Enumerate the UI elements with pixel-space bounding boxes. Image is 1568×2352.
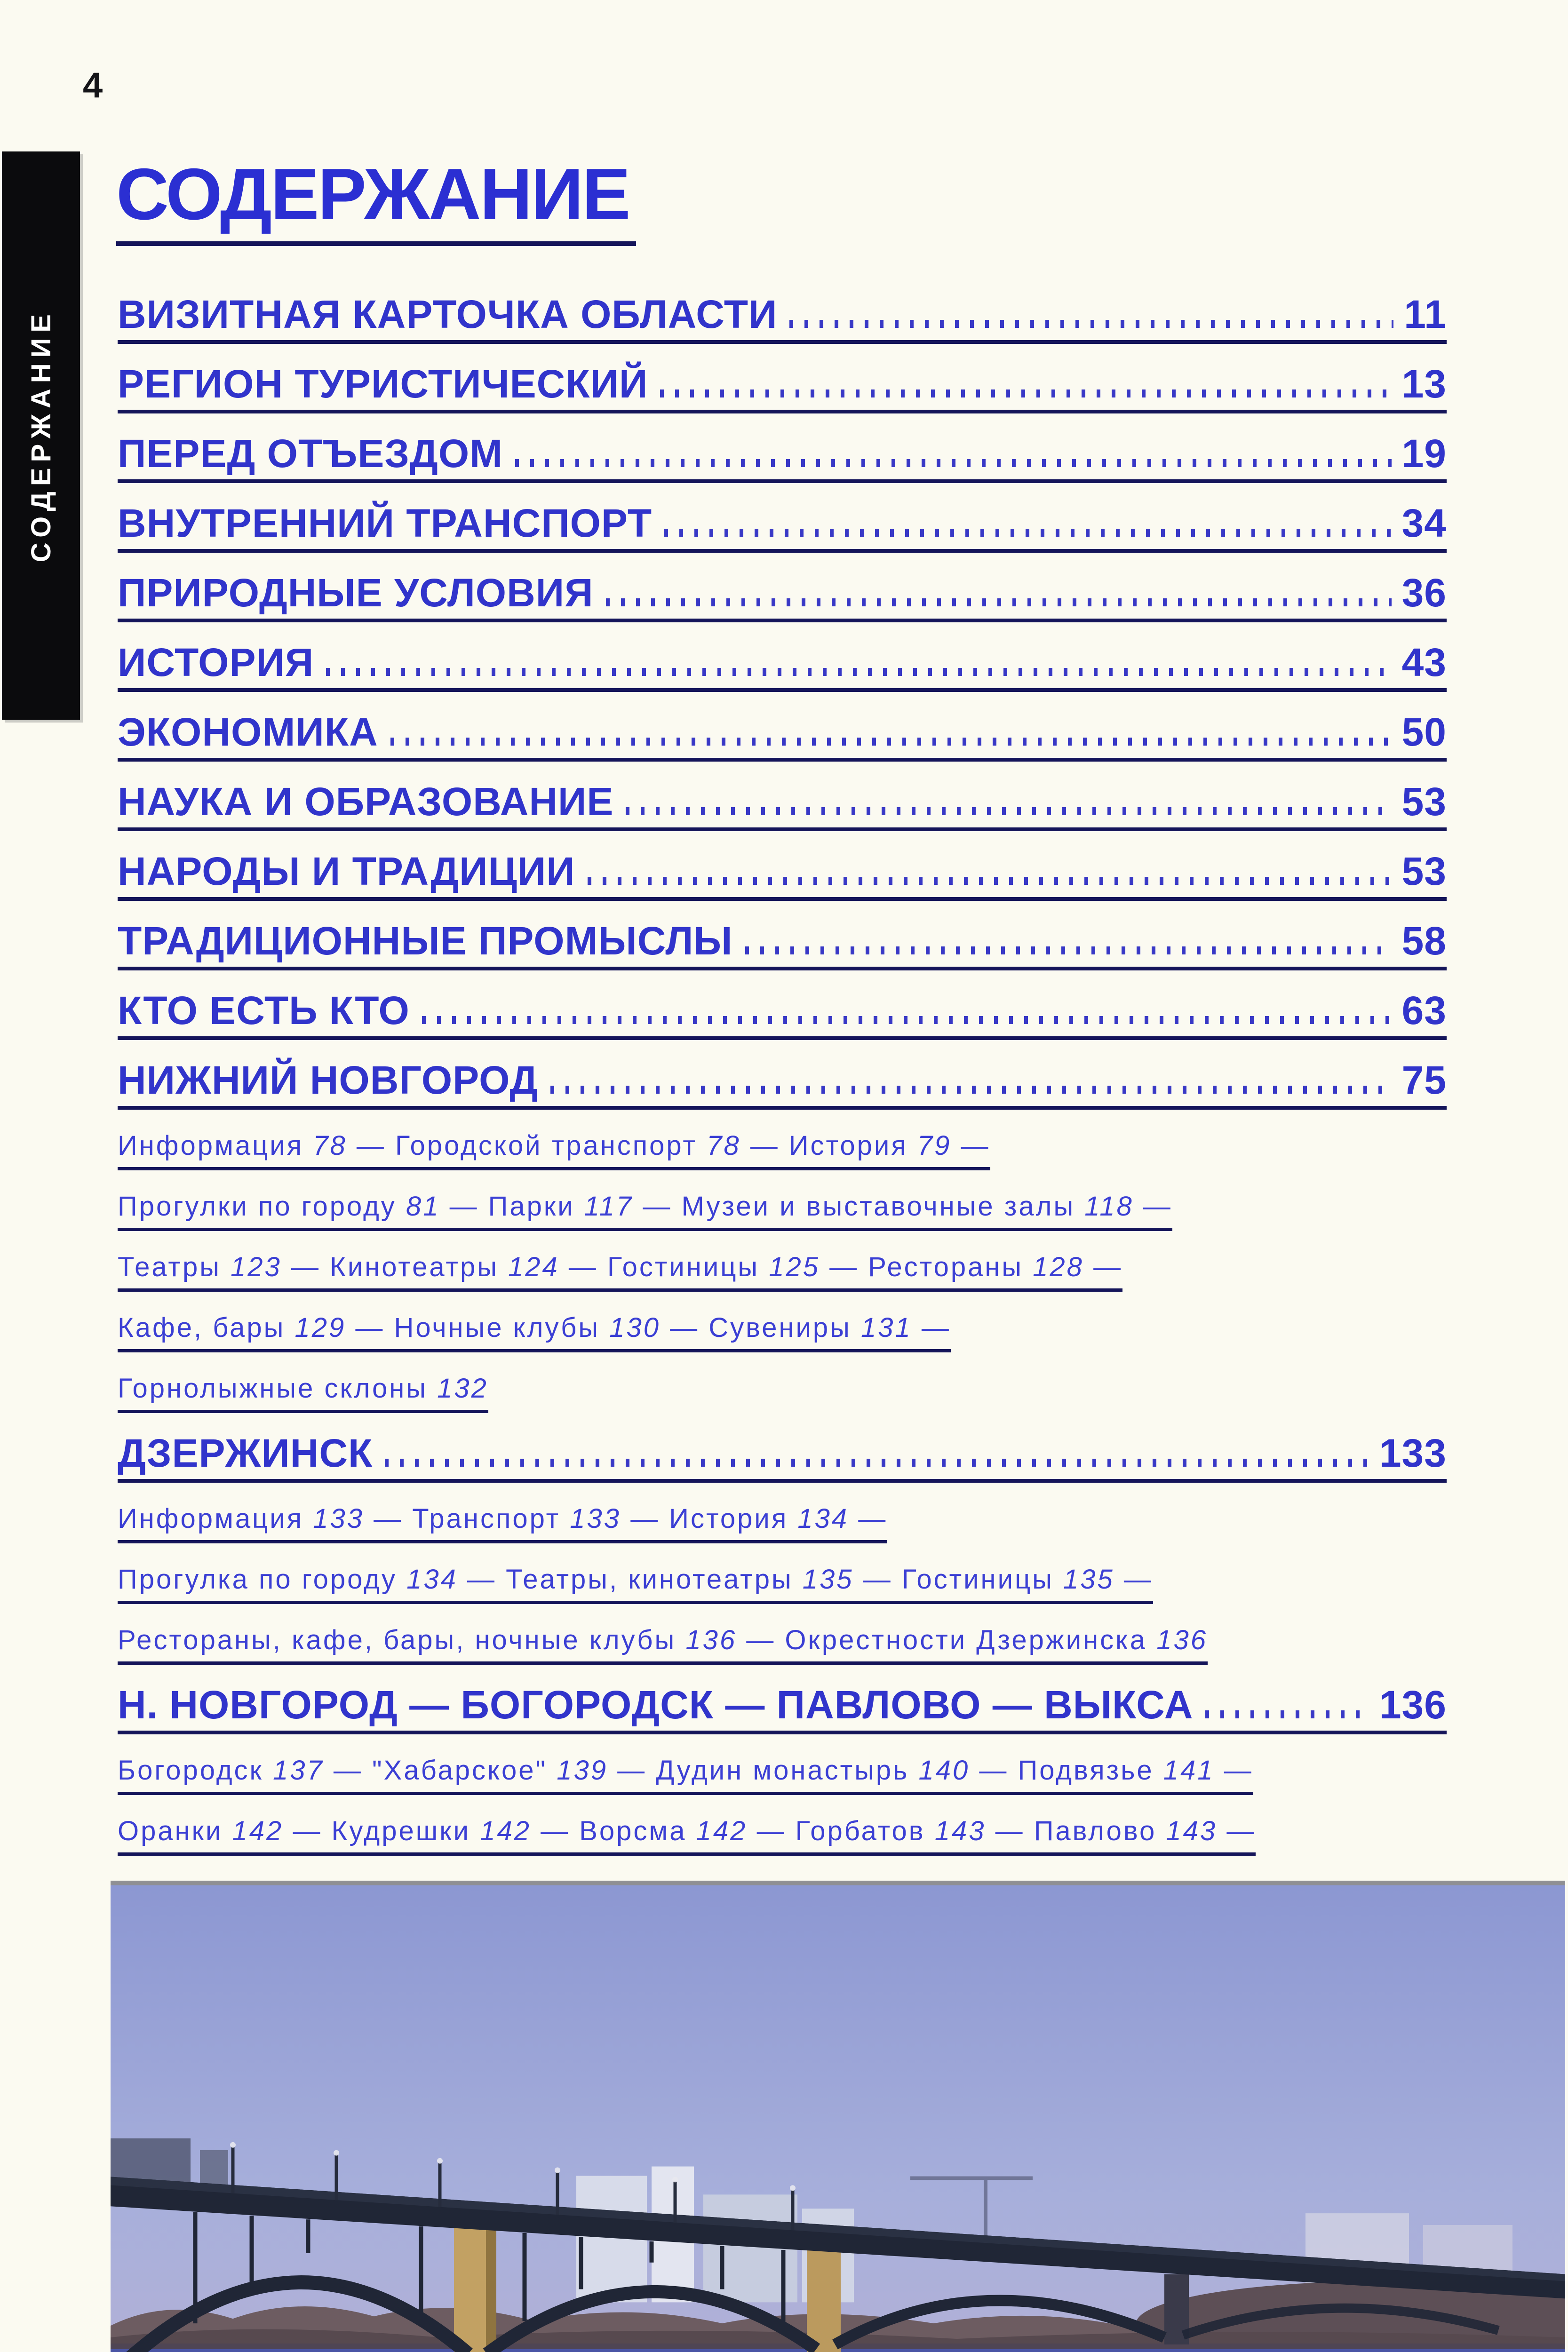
dotted-leader bbox=[626, 807, 1392, 815]
toc-subentry[interactable]: Информация 133 — Транспорт 133 — История… bbox=[118, 1483, 1447, 1543]
dotted-leader bbox=[515, 459, 1392, 467]
toc-subentry-text: Театры 123 — Кинотеатры 124 — Гостиницы … bbox=[118, 1254, 1123, 1292]
toc-entry[interactable]: ТРАДИЦИОННЫЕ ПРОМЫСЛЫ 58 bbox=[118, 901, 1447, 970]
dotted-leader bbox=[326, 668, 1392, 676]
bridge-photo-art bbox=[111, 1885, 1565, 2352]
toc-entry-label: ТРАДИЦИОННЫЕ ПРОМЫСЛЫ bbox=[118, 919, 733, 963]
toc-entry[interactable]: ИСТОРИЯ 43 bbox=[118, 622, 1447, 692]
toc-entry[interactable]: ВИЗИТНАЯ КАРТОЧКА ОБЛАСТИ 11 bbox=[118, 274, 1447, 344]
toc-entry-page: 53 bbox=[1401, 849, 1447, 894]
toc-subentry[interactable]: Рестораны, кафе, бары, ночные клубы 136 … bbox=[118, 1604, 1447, 1665]
toc-subentry[interactable]: Оранки 142 — Кудрешки 142 — Ворсма 142 —… bbox=[118, 1795, 1447, 1856]
dotted-leader bbox=[605, 598, 1392, 606]
toc-entry-label: НИЖНИЙ НОВГОРОД bbox=[118, 1058, 539, 1103]
toc-entry-label: ВИЗИТНАЯ КАРТОЧКА ОБЛАСТИ bbox=[118, 292, 778, 337]
toc-entry[interactable]: ПРИРОДНЫЕ УСЛОВИЯ 36 bbox=[118, 553, 1447, 622]
toc-subentry-text: Рестораны, кафе, бары, ночные клубы 136 … bbox=[118, 1627, 1208, 1665]
toc-entry[interactable]: ПЕРЕД ОТЪЕЗДОМ 19 bbox=[118, 413, 1447, 483]
toc-subentry[interactable]: Театры 123 — Кинотеатры 124 — Гостиницы … bbox=[118, 1231, 1447, 1292]
toc-entry-page: 58 bbox=[1401, 919, 1447, 963]
toc-entry-label: ЭКОНОМИКА bbox=[118, 710, 378, 755]
toc-subentry-text: Прогулка по городу 134 — Театры, кинотеа… bbox=[118, 1566, 1153, 1604]
toc-entry[interactable]: КТО ЕСТЬ КТО 63 bbox=[118, 970, 1447, 1040]
toc-entry-page: 43 bbox=[1401, 640, 1447, 685]
dotted-leader bbox=[550, 1086, 1392, 1094]
toc-entry[interactable]: ЭКОНОМИКА 50 bbox=[118, 692, 1447, 762]
toc-entry-page: 34 bbox=[1401, 501, 1447, 546]
dotted-leader bbox=[385, 1459, 1369, 1467]
toc-entry-label: Н. НОВГОРОД — БОГОРОДСК — ПАВЛОВО — ВЫКС… bbox=[118, 1683, 1194, 1727]
toc-subentry[interactable]: Богородск 137 — "Хабарское" 139 — Дудин … bbox=[118, 1734, 1447, 1795]
toc-entry-page: 50 bbox=[1401, 710, 1447, 755]
page-title: СОДЕРЖАНИЕ bbox=[116, 156, 636, 246]
toc-subentry-text: Информация 133 — Транспорт 133 — История… bbox=[118, 1505, 888, 1543]
toc-entry-page: 36 bbox=[1401, 571, 1447, 615]
toc-subentry[interactable]: Кафе, бары 129 — Ночные клубы 130 — Суве… bbox=[118, 1292, 1447, 1352]
toc-entry-label: РЕГИОН ТУРИСТИЧЕСКИЙ bbox=[118, 362, 648, 406]
toc-subentry-text: Кафе, бары 129 — Ночные клубы 130 — Суве… bbox=[118, 1314, 951, 1352]
toc: ВИЗИТНАЯ КАРТОЧКА ОБЛАСТИ 11 РЕГИОН ТУРИ… bbox=[118, 274, 1447, 1856]
toc-subentry-text: Оранки 142 — Кудрешки 142 — Ворсма 142 —… bbox=[118, 1818, 1256, 1856]
photo-bridge: Канавинский мост и заречная часть Нижнег… bbox=[111, 1881, 1565, 2352]
toc-entry-label: ВНУТРЕННИЙ ТРАНСПОРТ bbox=[118, 501, 653, 546]
toc-entry-page: 19 bbox=[1401, 431, 1447, 476]
toc-entry-page: 136 bbox=[1379, 1683, 1447, 1727]
dotted-leader bbox=[664, 529, 1392, 537]
dotted-leader bbox=[1205, 1710, 1369, 1718]
toc-entry-page: 63 bbox=[1401, 988, 1447, 1033]
toc-entry-label: НАУКА И ОБРАЗОВАНИЕ bbox=[118, 779, 614, 824]
dotted-leader bbox=[745, 946, 1392, 954]
dotted-leader bbox=[587, 877, 1392, 885]
toc-subentry-text: Горнолыжные склоны 132 bbox=[118, 1375, 488, 1413]
toc-entry[interactable]: НАУКА И ОБРАЗОВАНИЕ 53 bbox=[118, 762, 1447, 831]
toc-entry-page: 75 bbox=[1401, 1058, 1447, 1103]
toc-entry[interactable]: ДЗЕРЖИНСК 133 bbox=[118, 1413, 1447, 1483]
toc-entry[interactable]: НАРОДЫ И ТРАДИЦИИ 53 bbox=[118, 831, 1447, 901]
toc-subentry-text: Информация 78 — Городской транспорт 78 —… bbox=[118, 1132, 990, 1170]
toc-subentry-text: Прогулки по городу 81 — Парки 117 — Музе… bbox=[118, 1193, 1172, 1231]
toc-entry-page: 11 bbox=[1404, 292, 1447, 337]
toc-entry[interactable]: РЕГИОН ТУРИСТИЧЕСКИЙ 13 bbox=[118, 344, 1447, 413]
dotted-leader bbox=[422, 1016, 1392, 1024]
dotted-leader bbox=[660, 389, 1392, 397]
toc-entry-label: КТО ЕСТЬ КТО bbox=[118, 988, 410, 1033]
page-number: 4 bbox=[83, 65, 103, 105]
toc-subentry[interactable]: Прогулки по городу 81 — Парки 117 — Музе… bbox=[118, 1170, 1447, 1231]
toc-subentry-text: Богородск 137 — "Хабарское" 139 — Дудин … bbox=[118, 1757, 1253, 1795]
dotted-leader bbox=[390, 738, 1392, 746]
dotted-leader bbox=[789, 320, 1394, 328]
toc-subentry[interactable]: Горнолыжные склоны 132 bbox=[118, 1352, 1447, 1413]
toc-subentry[interactable]: Информация 78 — Городской транспорт 78 —… bbox=[118, 1110, 1447, 1170]
toc-entry[interactable]: Н. НОВГОРОД — БОГОРОДСК — ПАВЛОВО — ВЫКС… bbox=[118, 1665, 1447, 1734]
toc-entry-page: 133 bbox=[1379, 1431, 1447, 1476]
sidebar-tab: СОДЕРЖАНИЕ bbox=[2, 151, 80, 720]
toc-entry[interactable]: НИЖНИЙ НОВГОРОД 75 bbox=[118, 1040, 1447, 1110]
toc-entry-label: ИСТОРИЯ bbox=[118, 640, 314, 685]
toc-entry-page: 13 bbox=[1401, 362, 1447, 406]
toc-entry-page: 53 bbox=[1401, 779, 1447, 824]
sidebar-label: СОДЕРЖАНИЕ bbox=[25, 309, 56, 563]
toc-entry-label: ПРИРОДНЫЕ УСЛОВИЯ bbox=[118, 571, 594, 615]
toc-entry-label: НАРОДЫ И ТРАДИЦИИ bbox=[118, 849, 575, 894]
toc-entry[interactable]: ВНУТРЕННИЙ ТРАНСПОРТ 34 bbox=[118, 483, 1447, 553]
toc-entry-label: ДЗЕРЖИНСК bbox=[118, 1431, 373, 1476]
toc-entry-label: ПЕРЕД ОТЪЕЗДОМ bbox=[118, 431, 503, 476]
toc-subentry[interactable]: Прогулка по городу 134 — Театры, кинотеа… bbox=[118, 1543, 1447, 1604]
